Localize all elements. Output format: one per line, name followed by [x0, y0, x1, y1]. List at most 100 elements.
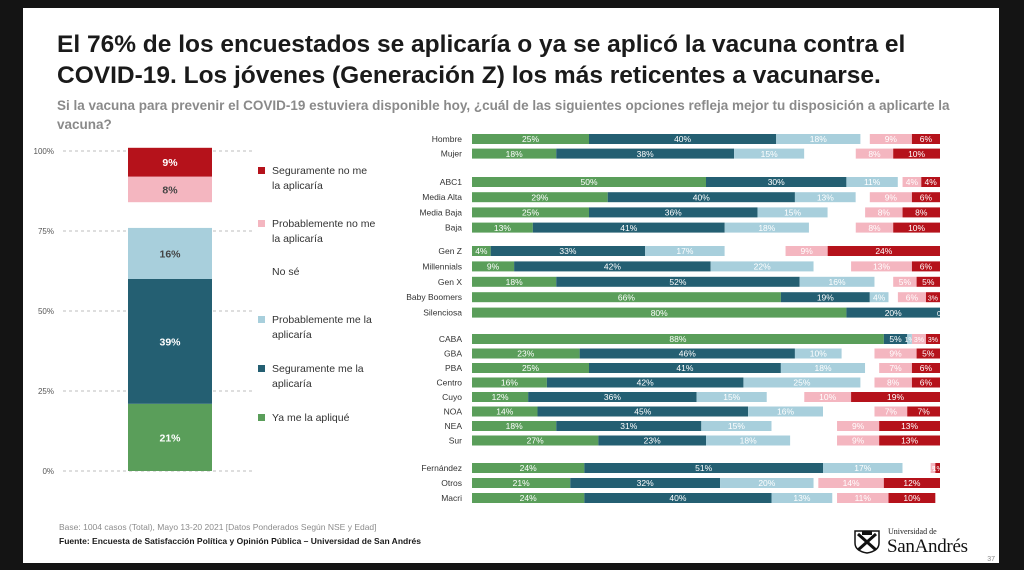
segment-bar [490, 246, 646, 256]
segment-data-label: 7% [889, 363, 902, 373]
segment-data-label: 4% [475, 246, 488, 256]
slide-title: El 76% de los encuestados se aplicaría o… [57, 31, 906, 89]
segment-data-label: 51% [695, 463, 712, 473]
segment-bar [851, 392, 940, 402]
segment-data-label: 6% [906, 292, 919, 302]
segment-data-label: 23% [644, 436, 661, 446]
segment-data-label: 8% [868, 149, 881, 159]
segment-data-label: 9% [852, 421, 865, 431]
segment-bar [855, 222, 894, 233]
segment-bar [860, 134, 870, 144]
segment-bar [790, 435, 838, 446]
charts-canvas: 0% 25% 50% 75% 100% 21% 39% 16% 8% 9% Seguramente… [34, 134, 947, 503]
segment-bar [911, 261, 940, 272]
segment-data-label: 14% [496, 407, 513, 417]
segment-data-label: 18% [506, 277, 523, 287]
segment-bar [472, 435, 599, 446]
segment-bar [514, 261, 711, 272]
segment-bar [472, 261, 515, 272]
segment-data-label: 12% [903, 478, 920, 488]
segment-data-label: 5% [922, 349, 935, 359]
segment-data-label: 25% [522, 208, 539, 218]
segment-data-label: 11% [855, 493, 872, 503]
legend-label: Seguramente no me [272, 165, 367, 177]
segment-data-label: 13% [817, 192, 834, 202]
legend-label: Probablemente me la [272, 314, 372, 326]
segment-data-label: 13% [494, 223, 511, 233]
segment-data-label: 14% [843, 478, 860, 488]
segment-bar [874, 377, 912, 388]
segment-data-label: 30% [768, 177, 785, 187]
segment-data-label: 40% [693, 192, 710, 202]
segment-category-label: Sur [449, 436, 462, 446]
segment-data-label: 41% [676, 363, 693, 373]
segment-category-label: Cuyo [442, 392, 462, 402]
segment-bar [921, 177, 940, 187]
segment-data-label: 19% [817, 292, 834, 302]
segment-data-label: 38% [637, 149, 654, 159]
segment-data-label: 32% [637, 478, 654, 488]
segment-bar [701, 421, 772, 431]
segment-bar [935, 463, 940, 473]
legend-swatch [258, 220, 265, 227]
legend-swatch [258, 316, 265, 323]
segment-data-label: 6% [920, 134, 933, 144]
segment-data-label: 24% [520, 463, 537, 473]
segment-bar [799, 276, 875, 287]
legend-label: la aplicaría [272, 233, 323, 245]
segment-bar [851, 261, 912, 272]
total-data-label: 9% [162, 157, 178, 169]
segment-data-label: 10% [908, 149, 925, 159]
segment-bar [556, 148, 735, 159]
total-stacked-chart: 0% 25% 50% 75% 100% 21% 39% 16% 8% 9% [34, 147, 255, 476]
total-bar-segment [128, 279, 212, 404]
legend-label: aplicaría [272, 329, 312, 341]
segment-bar [874, 406, 908, 417]
y-tick-label: 50% [38, 307, 54, 316]
segment-data-label: 5% [899, 277, 912, 287]
segment-bar [841, 348, 875, 359]
segment-bar [766, 392, 805, 402]
legend-swatch [258, 167, 265, 174]
segment-bar [589, 363, 781, 373]
legend-swatch [258, 365, 265, 372]
segment-bar [598, 435, 706, 446]
segment-data-label: 12% [492, 392, 509, 402]
segment-bar [860, 377, 875, 388]
segment-data-label: 15% [784, 208, 801, 218]
segment-data-label: 8% [878, 208, 891, 218]
segment-data-label: 52% [669, 277, 686, 287]
segment-bar [472, 134, 589, 144]
segment-bar [472, 421, 557, 431]
segment-data-label: 1% [928, 466, 938, 473]
segment-bar [865, 207, 903, 218]
y-tick-label: 75% [38, 227, 54, 236]
segment-bar [827, 246, 940, 256]
segment-data-label: 5% [889, 334, 902, 344]
segment-data-label: 24% [875, 246, 892, 256]
segment-bar [780, 363, 866, 373]
footer-base-note: Base: 1004 casos (Total), Mayo 13-20 202… [59, 522, 377, 532]
segment-data-label: 15% [723, 392, 740, 402]
segment-data-label: 7% [885, 407, 898, 417]
segment-bar [472, 348, 580, 359]
segment-bar [472, 276, 557, 287]
segment-bar [911, 134, 940, 144]
segment-data-label: 8% [868, 223, 881, 233]
y-tick-label: 0% [42, 467, 54, 476]
segment-bar [472, 406, 538, 417]
segment-data-label: 20% [885, 308, 902, 318]
segment-data-label: 25% [793, 378, 810, 388]
segment-bar [879, 421, 940, 431]
segment-data-label: 50% [580, 177, 597, 187]
segment-bar [930, 463, 936, 473]
segment-bar [902, 207, 940, 218]
segment-data-label: 42% [604, 262, 621, 272]
segment-data-label: 17% [854, 463, 871, 473]
segment-data-label: 18% [758, 223, 775, 233]
segment-bar [916, 276, 940, 287]
segment-data-label: 25% [522, 134, 539, 144]
segment-category-label: NEA [445, 421, 463, 431]
segment-bar [808, 222, 856, 233]
segment-data-label: 25% [522, 363, 539, 373]
